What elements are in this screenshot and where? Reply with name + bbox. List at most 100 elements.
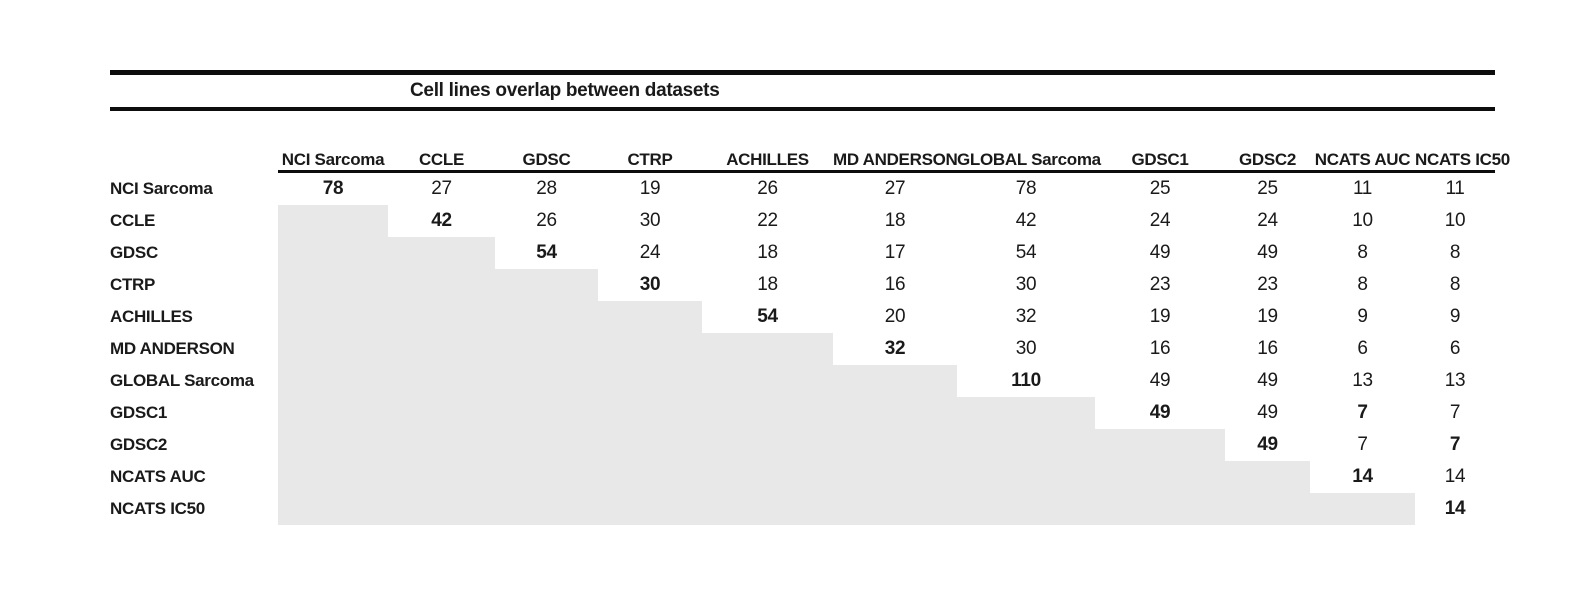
column-header: CCLE (388, 111, 495, 173)
overlap-value: 22 (757, 210, 778, 231)
column-header: NCATS AUC (1310, 111, 1415, 173)
overlap-value: 11 (1352, 178, 1373, 199)
table-row: CCLE 42 26 30 22 18 42 24 24 10 10 (110, 205, 1495, 237)
table-row: NCATS IC50 14 (110, 493, 1495, 525)
shaded-cell (702, 397, 833, 429)
row-header: MD ANDERSON (110, 339, 235, 358)
shaded-cell (278, 461, 388, 493)
table-row: NCATS AUC 14 14 (110, 461, 1495, 493)
overlap-value: 30 (639, 274, 661, 295)
shaded-cell (957, 493, 1095, 525)
overlap-value: 26 (757, 178, 778, 199)
shaded-cell (833, 461, 957, 493)
shaded-cell (702, 493, 833, 525)
column-header: GDSC1 (1095, 111, 1225, 173)
shaded-cell (495, 429, 598, 461)
overlap-value: 8 (1449, 242, 1461, 263)
shaded-cell (278, 205, 388, 237)
overlap-value: 54 (536, 242, 557, 263)
overlap-matrix: NCI Sarcoma CCLE GDSC CTRP ACHILLES MD ANDERS… (110, 111, 1510, 525)
shaded-cell (598, 461, 702, 493)
overlap-value: 42 (1015, 210, 1037, 231)
overlap-value: 17 (884, 242, 906, 263)
shaded-cell (957, 397, 1095, 429)
overlap-value: 10 (1352, 210, 1373, 231)
overlap-value: 19 (1149, 306, 1171, 327)
overlap-value: 11 (1445, 178, 1465, 199)
shaded-cell (702, 429, 833, 461)
row-header: GDSC1 (110, 403, 168, 422)
shaded-cell (1095, 429, 1225, 461)
shaded-cell (1095, 461, 1225, 493)
shaded-cell (278, 237, 388, 269)
overlap-value: 27 (431, 178, 452, 199)
shaded-cell (833, 397, 957, 429)
overlap-value: 26 (536, 210, 557, 231)
table-row: NCI Sarcoma 78 27 28 19 26 27 78 25 25 11 11 (110, 172, 1495, 206)
row-header: NCATS AUC (110, 467, 206, 486)
table-row: CTRP 30 18 16 30 23 23 8 8 (110, 269, 1495, 301)
overlap-value: 7 (1449, 434, 1461, 455)
column-header: GDSC (495, 111, 598, 173)
overlap-value: 25 (1257, 178, 1278, 199)
row-header: NCI Sarcoma (110, 179, 213, 198)
overlap-table: Cell lines overlap between datasets NCI … (110, 70, 1510, 525)
overlap-value: 9 (1357, 306, 1368, 327)
shaded-cell (388, 493, 495, 525)
shaded-cell (278, 493, 388, 525)
shaded-cell (495, 365, 598, 397)
column-header: NCI Sarcoma (278, 111, 388, 173)
column-header: GDSC2 (1225, 111, 1310, 173)
overlap-value: 24 (639, 242, 661, 263)
overlap-value: 20 (884, 306, 906, 327)
overlap-value: 25 (1149, 178, 1171, 199)
overlap-value: 19 (1257, 306, 1278, 327)
overlap-value: 16 (1257, 338, 1278, 359)
shaded-cell (598, 301, 702, 333)
overlap-value: 49 (1149, 370, 1171, 391)
overlap-value: 24 (1257, 210, 1278, 231)
overlap-value: 27 (884, 178, 906, 199)
overlap-value: 8 (1357, 274, 1368, 295)
shaded-cell (702, 365, 833, 397)
overlap-value: 30 (639, 210, 661, 231)
overlap-value: 6 (1357, 338, 1368, 359)
table-title: Cell lines overlap between datasets (410, 80, 720, 101)
shaded-cell (495, 269, 598, 301)
shaded-cell (1095, 493, 1225, 525)
overlap-value: 9 (1449, 306, 1461, 327)
overlap-value: 14 (1352, 466, 1373, 487)
overlap-value: 6 (1449, 338, 1461, 359)
overlap-value: 28 (536, 178, 557, 199)
shaded-cell (388, 397, 495, 429)
overlap-value: 49 (1257, 402, 1278, 423)
shaded-cell (598, 429, 702, 461)
overlap-value: 13 (1444, 370, 1466, 391)
row-header: CTRP (110, 275, 156, 294)
overlap-value: 110 (1011, 370, 1041, 391)
shaded-cell (598, 493, 702, 525)
shaded-cell (388, 461, 495, 493)
shaded-cell (278, 365, 388, 397)
overlap-value: 8 (1449, 274, 1461, 295)
overlap-value: 7 (1357, 434, 1368, 455)
overlap-value: 10 (1444, 210, 1466, 231)
column-header-row: NCI Sarcoma CCLE GDSC CTRP ACHILLES MD ANDERS… (110, 111, 1510, 173)
shaded-cell (833, 493, 957, 525)
shaded-cell (388, 269, 495, 301)
corner-cell (110, 111, 278, 172)
shaded-cell (388, 301, 495, 333)
shaded-cell (598, 397, 702, 429)
table-row: MD ANDERSON 32 30 16 16 6 6 (110, 333, 1495, 365)
table-row: GDSC 54 24 18 17 54 49 49 8 8 (110, 237, 1495, 269)
overlap-value: 24 (1149, 210, 1171, 231)
shaded-cell (278, 429, 388, 461)
overlap-value: 8 (1357, 242, 1368, 263)
shaded-cell (702, 461, 833, 493)
overlap-value: 54 (757, 306, 778, 327)
shaded-cell (278, 301, 388, 333)
overlap-value: 18 (884, 210, 906, 231)
row-header: ACHILLES (110, 307, 193, 326)
overlap-value: 54 (1015, 242, 1037, 263)
